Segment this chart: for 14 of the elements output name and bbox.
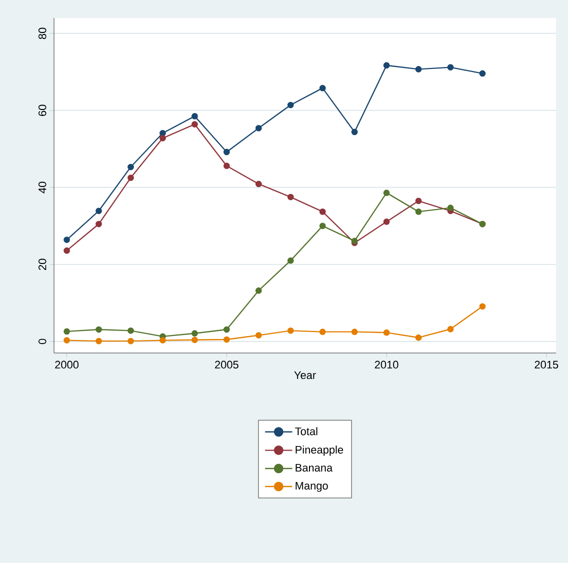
x-tick-label: 2015 <box>534 360 558 369</box>
y-tick-label: 80 <box>38 28 46 40</box>
x-axis-title: Year <box>294 371 316 380</box>
legend-label: Mango <box>296 482 328 492</box>
x-tick-label: 2000 <box>55 360 79 369</box>
y-tick-label: 20 <box>38 258 46 270</box>
x-tick-label: 2005 <box>215 360 238 369</box>
legend-label: Total <box>295 427 318 436</box>
y-tick-label: 40 <box>38 182 46 194</box>
y-tick-label: 60 <box>38 104 46 116</box>
legend-label: Pineapple <box>296 446 344 456</box>
x-tick-label: 2010 <box>374 360 398 369</box>
y-tick-label: 0 <box>38 338 46 344</box>
legend-label: Banana <box>296 464 333 472</box>
